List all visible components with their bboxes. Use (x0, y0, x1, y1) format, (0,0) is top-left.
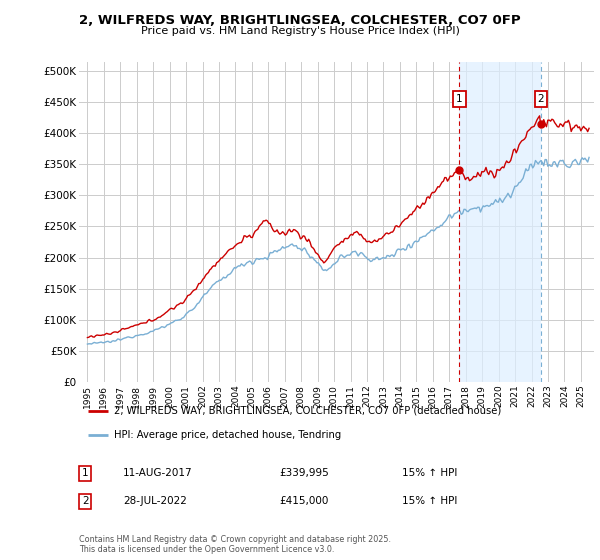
Text: 1: 1 (82, 468, 89, 478)
Text: 15% ↑ HPI: 15% ↑ HPI (402, 496, 457, 506)
Text: HPI: Average price, detached house, Tendring: HPI: Average price, detached house, Tend… (114, 430, 341, 440)
Text: 15% ↑ HPI: 15% ↑ HPI (402, 468, 457, 478)
Text: 2: 2 (82, 496, 89, 506)
Text: 2: 2 (538, 94, 544, 104)
Text: 1: 1 (456, 94, 463, 104)
Text: 2, WILFREDS WAY, BRIGHTLINGSEA, COLCHESTER, CO7 0FP: 2, WILFREDS WAY, BRIGHTLINGSEA, COLCHEST… (79, 14, 521, 27)
Text: 28-JUL-2022: 28-JUL-2022 (123, 496, 187, 506)
Text: £415,000: £415,000 (279, 496, 328, 506)
Bar (459, 62, 541, 382)
Text: £339,995: £339,995 (279, 468, 329, 478)
Text: 11-AUG-2017: 11-AUG-2017 (123, 468, 193, 478)
Text: 2, WILFREDS WAY, BRIGHTLINGSEA, COLCHESTER, CO7 0FP (detached house): 2, WILFREDS WAY, BRIGHTLINGSEA, COLCHEST… (114, 406, 502, 416)
Text: Price paid vs. HM Land Registry's House Price Index (HPI): Price paid vs. HM Land Registry's House … (140, 26, 460, 36)
Text: Contains HM Land Registry data © Crown copyright and database right 2025.
This d: Contains HM Land Registry data © Crown c… (79, 535, 391, 554)
